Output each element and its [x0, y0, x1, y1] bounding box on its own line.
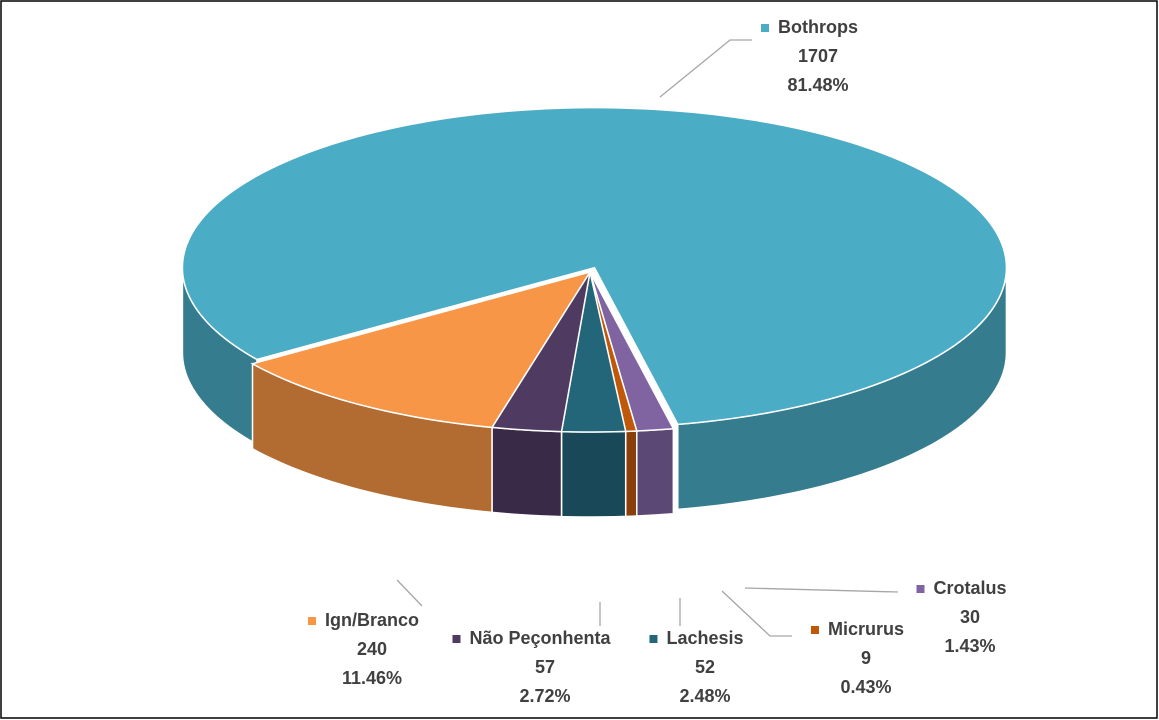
slice-side	[624, 430, 638, 518]
leader-line	[721, 590, 792, 637]
label-value: 1707	[798, 46, 838, 66]
label-name: Não Peçonhenta	[469, 628, 611, 648]
label-value: 240	[357, 639, 387, 659]
data-label: Ign/Branco 240 11.46%	[307, 610, 419, 688]
slice-side	[491, 426, 563, 518]
data-label: Bothrops 1707 81.48%	[761, 17, 858, 95]
label-value: 30	[960, 607, 980, 627]
label-value: 9	[861, 648, 871, 668]
slice	[181, 106, 1008, 426]
label-value: 57	[535, 657, 555, 677]
label-percent: 81.48%	[787, 75, 848, 95]
label-name: Ign/Branco	[325, 610, 419, 630]
pie-tops	[181, 106, 1008, 433]
legend-marker	[452, 635, 461, 643]
label-percent: 11.46%	[342, 668, 402, 688]
leader-lines	[396, 39, 899, 637]
leader-line	[659, 39, 752, 98]
label-name: Crotalus	[933, 578, 1006, 598]
label-percent: 2.48%	[679, 686, 730, 706]
slice-side	[560, 430, 627, 518]
slice-side	[636, 427, 675, 517]
slice	[560, 271, 627, 433]
data-label: Micrurus 9 0.43%	[810, 619, 904, 697]
legend-marker	[649, 635, 658, 643]
legend-marker	[761, 24, 769, 32]
label-name: Lachesis	[666, 628, 743, 648]
legend-marker	[810, 626, 819, 634]
leader-line	[396, 579, 423, 607]
data-label: Lachesis 52 2.48%	[649, 628, 744, 706]
label-name: Bothrops	[778, 17, 858, 37]
label-name: Micrurus	[828, 619, 904, 639]
legend-marker	[307, 617, 316, 625]
slice	[250, 270, 592, 429]
label-value: 52	[695, 657, 715, 677]
leader-line	[744, 587, 899, 593]
label-percent: 2.72%	[519, 686, 570, 706]
data-label: Crotalus 30 1.43%	[916, 578, 1007, 656]
label-percent: 1.43%	[944, 636, 995, 656]
data-label: Não Peçonhenta 57 2.72%	[452, 628, 612, 706]
label-percent: 0.43%	[840, 677, 891, 697]
legend-marker	[916, 585, 925, 593]
